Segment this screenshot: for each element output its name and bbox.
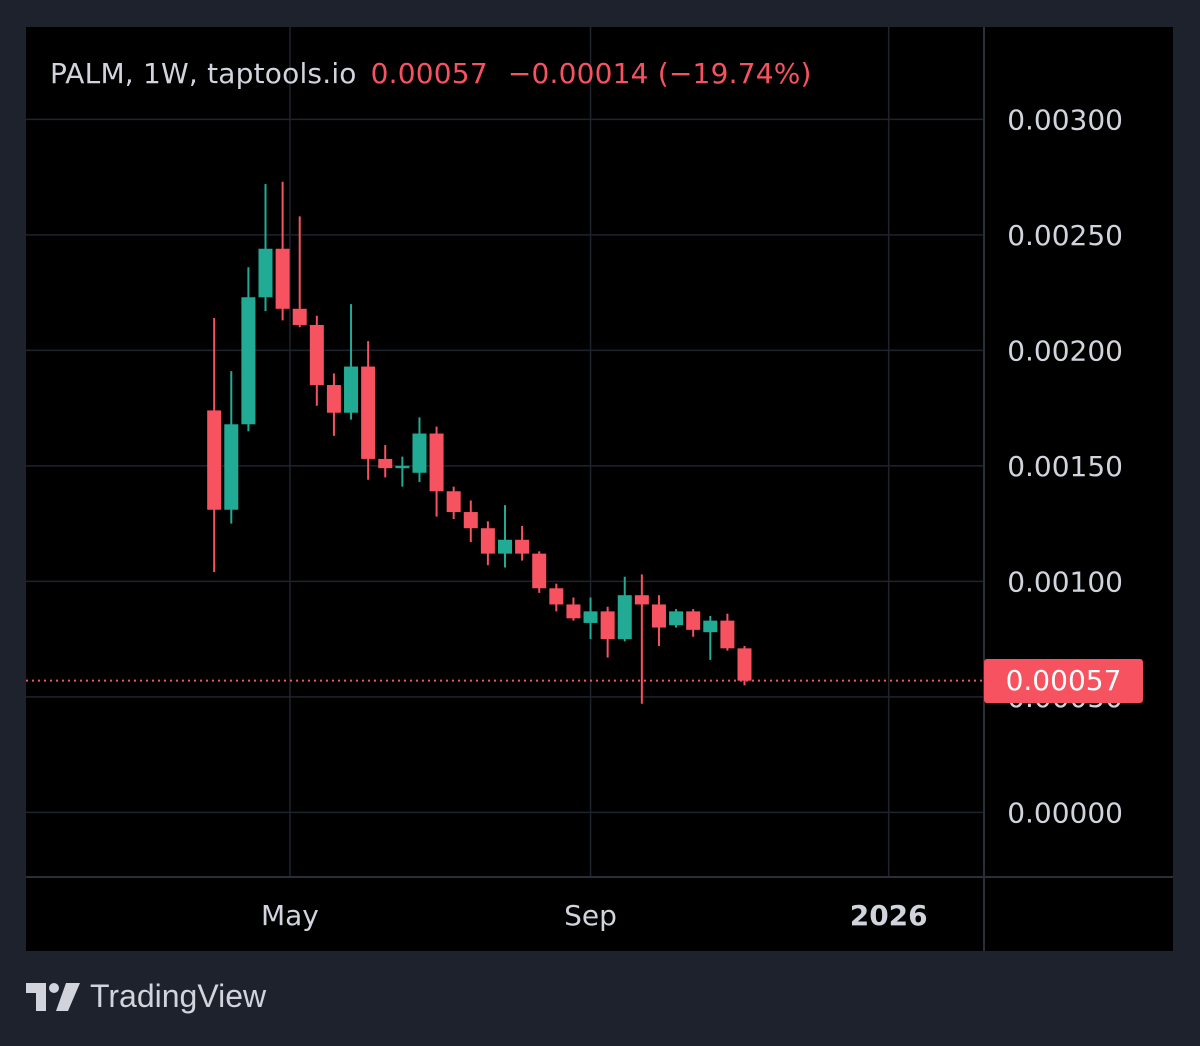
candle-body	[737, 648, 752, 681]
y-tick-label: 0.00300	[1007, 103, 1123, 136]
candle-body	[686, 611, 701, 630]
last-price-label: 0.00057	[984, 658, 1143, 703]
legend-symbol: PALM, 1W, taptools.io	[50, 57, 357, 90]
candle-body	[395, 465, 410, 469]
candle-body	[378, 458, 393, 469]
candle-body	[583, 611, 598, 623]
candle-body	[207, 410, 222, 510]
brand[interactable]: TradingView	[26, 978, 266, 1015]
chart-panel[interactable]: 0.00300 0.00250 0.00200 0.00150 0.00100 0.000…	[26, 27, 1173, 951]
candle-body	[515, 539, 530, 554]
candle-body	[600, 611, 615, 640]
candle-body	[275, 248, 290, 309]
tradingview-logo-icon	[26, 982, 80, 1011]
candle-body	[463, 512, 478, 529]
candle-body	[309, 324, 324, 386]
candle-body	[446, 491, 461, 513]
candle-body	[361, 366, 376, 459]
y-tick-label: 0.00000	[1007, 796, 1123, 829]
y-tick-label: 0.00250	[1007, 219, 1123, 252]
candle-body	[703, 620, 718, 633]
candle-body	[429, 433, 444, 492]
candle-body	[292, 308, 307, 325]
candlestick-chart[interactable]: 0.00300 0.00250 0.00200 0.00150 0.00100 0.000…	[26, 27, 1173, 951]
candle-body	[669, 611, 684, 626]
candle-body	[720, 620, 735, 649]
brand-name: TradingView	[90, 978, 267, 1014]
candle-body	[224, 424, 239, 510]
candle-body	[412, 433, 427, 473]
x-tick-label: May	[261, 899, 319, 932]
chart-legend: PALM, 1W, taptools.io 0.00057 −0.00014 (−1…	[50, 57, 812, 90]
y-tick-label: 0.00150	[1007, 450, 1123, 483]
candle-body	[634, 595, 649, 605]
candle-body	[241, 297, 256, 425]
candle-body	[651, 604, 666, 628]
legend-change: −0.00014 (−19.74%)	[507, 57, 812, 90]
candle-body	[549, 588, 564, 605]
candle-body	[566, 604, 581, 619]
x-tick-label: 2026	[850, 899, 928, 932]
candle-body	[326, 385, 341, 413]
candle-body	[617, 595, 632, 640]
candle-body	[480, 528, 495, 554]
y-tick-label: 0.00200	[1007, 334, 1123, 367]
legend-price: 0.00057	[370, 57, 488, 90]
y-tick-label: 0.00100	[1007, 565, 1123, 598]
candle-body	[498, 539, 512, 554]
candle-body	[344, 366, 359, 413]
candle-body	[258, 248, 273, 298]
candle-body	[532, 553, 547, 589]
x-tick-label: Sep	[564, 899, 617, 932]
